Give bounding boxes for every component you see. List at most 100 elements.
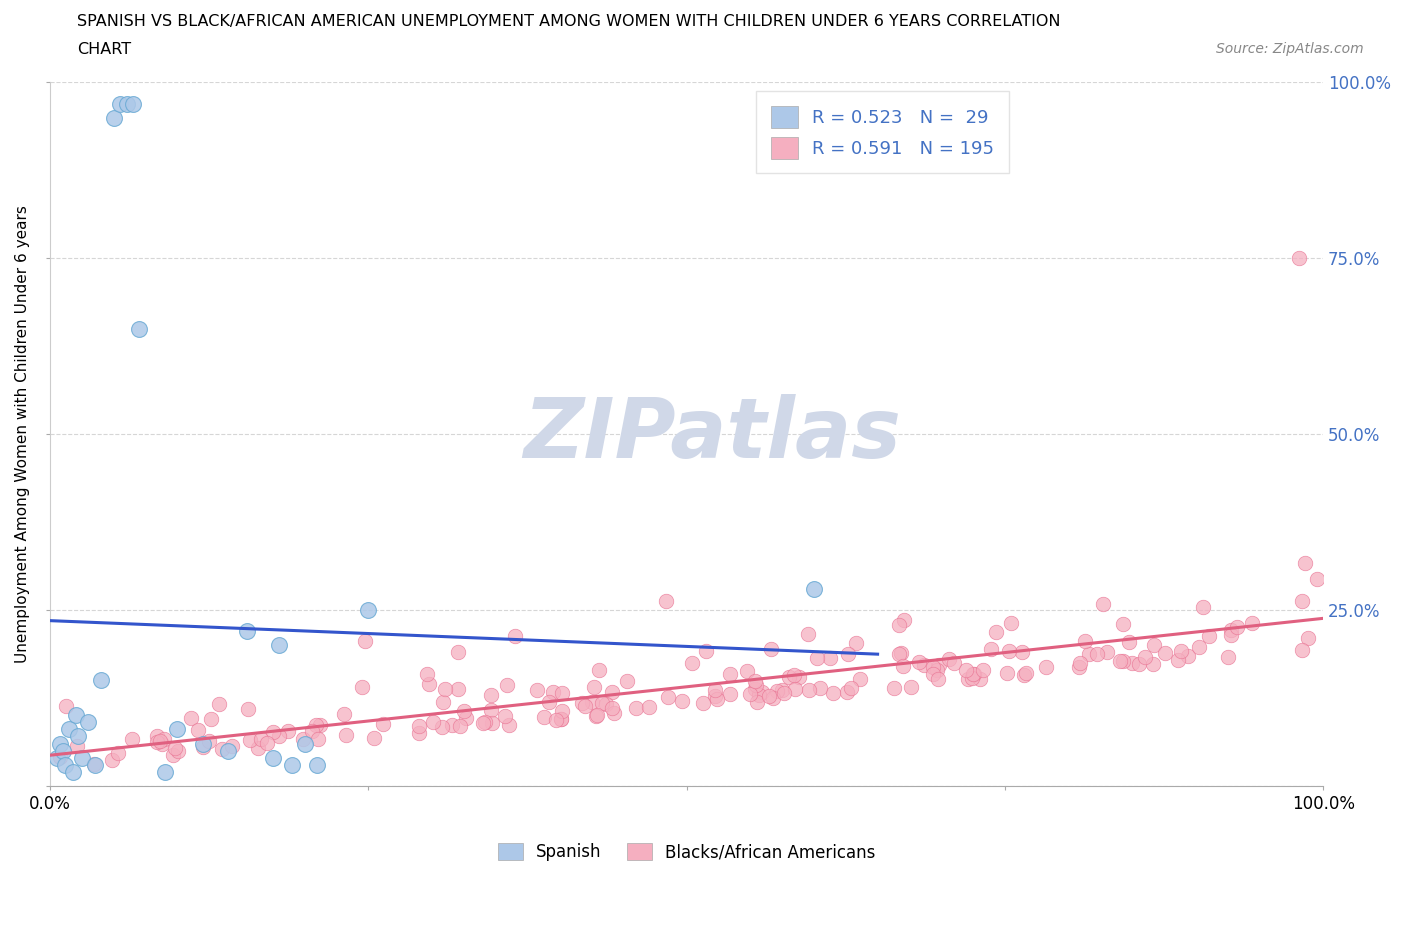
Point — [603, 705, 626, 720]
Point — [943, 656, 966, 671]
Point — [1226, 620, 1249, 635]
Point — [550, 711, 572, 726]
Point — [980, 642, 1002, 657]
Point — [208, 697, 231, 711]
Point — [820, 651, 842, 666]
Point — [922, 660, 945, 675]
Point — [1073, 633, 1095, 648]
Point — [66, 738, 89, 753]
Point — [921, 667, 943, 682]
Point — [153, 764, 176, 779]
Point — [962, 667, 984, 682]
Point — [1000, 616, 1022, 631]
Point — [447, 644, 470, 659]
Point — [735, 664, 758, 679]
Point — [191, 736, 214, 751]
Point — [986, 625, 1008, 640]
Point — [581, 695, 603, 710]
Point — [357, 603, 380, 618]
Point — [162, 747, 184, 762]
Point — [927, 662, 949, 677]
Point — [963, 666, 986, 681]
Point — [803, 581, 825, 596]
Point — [187, 723, 209, 737]
Point — [145, 735, 167, 750]
Point — [595, 697, 617, 711]
Point — [236, 623, 259, 638]
Point — [52, 743, 75, 758]
Point — [453, 704, 475, 719]
Point — [1306, 572, 1329, 587]
Point — [995, 666, 1018, 681]
Point — [751, 685, 773, 700]
Point — [449, 719, 471, 734]
Point — [153, 732, 176, 747]
Point — [908, 655, 931, 670]
Point — [748, 687, 770, 702]
Point — [1014, 666, 1036, 681]
Point — [496, 677, 519, 692]
Point — [307, 731, 329, 746]
Point — [481, 716, 503, 731]
Point — [308, 718, 330, 733]
Point — [960, 671, 983, 685]
Point — [304, 717, 326, 732]
Point — [1011, 645, 1033, 660]
Point — [972, 663, 994, 678]
Point — [787, 670, 810, 684]
Point — [657, 689, 679, 704]
Point — [797, 627, 820, 642]
Point — [83, 757, 105, 772]
Text: Source: ZipAtlas.com: Source: ZipAtlas.com — [1216, 42, 1364, 56]
Point — [239, 733, 262, 748]
Point — [928, 658, 950, 672]
Point — [551, 685, 574, 700]
Point — [198, 734, 221, 749]
Point — [416, 667, 439, 682]
Point — [447, 682, 470, 697]
Point — [433, 682, 456, 697]
Point — [718, 686, 741, 701]
Point — [1241, 616, 1264, 631]
Point — [887, 618, 910, 632]
Point — [55, 698, 77, 713]
Point — [808, 680, 831, 695]
Legend: Spanish, Blacks/African Americans: Spanish, Blacks/African Americans — [491, 836, 882, 868]
Point — [49, 749, 72, 764]
Point — [591, 695, 613, 710]
Point — [1220, 628, 1243, 643]
Point — [1142, 657, 1164, 671]
Point — [1128, 657, 1150, 671]
Point — [1111, 617, 1133, 631]
Point — [845, 636, 868, 651]
Point — [301, 724, 323, 738]
Point — [103, 110, 125, 125]
Point — [440, 717, 463, 732]
Point — [191, 739, 214, 754]
Point — [262, 751, 284, 765]
Point — [1085, 647, 1108, 662]
Point — [778, 670, 800, 684]
Point — [67, 729, 90, 744]
Point — [281, 757, 304, 772]
Point — [638, 699, 661, 714]
Point — [217, 743, 239, 758]
Point — [494, 709, 516, 724]
Point — [236, 701, 259, 716]
Point — [479, 702, 502, 717]
Point — [1298, 631, 1320, 645]
Point — [585, 709, 607, 724]
Point — [551, 704, 574, 719]
Point — [1035, 659, 1057, 674]
Point — [70, 751, 93, 765]
Point — [745, 678, 768, 693]
Point — [747, 694, 769, 709]
Point — [180, 711, 202, 725]
Point — [654, 593, 676, 608]
Point — [1143, 638, 1166, 653]
Point — [969, 671, 991, 686]
Point — [799, 683, 821, 698]
Point — [1012, 668, 1035, 683]
Point — [835, 685, 858, 700]
Point — [574, 699, 596, 714]
